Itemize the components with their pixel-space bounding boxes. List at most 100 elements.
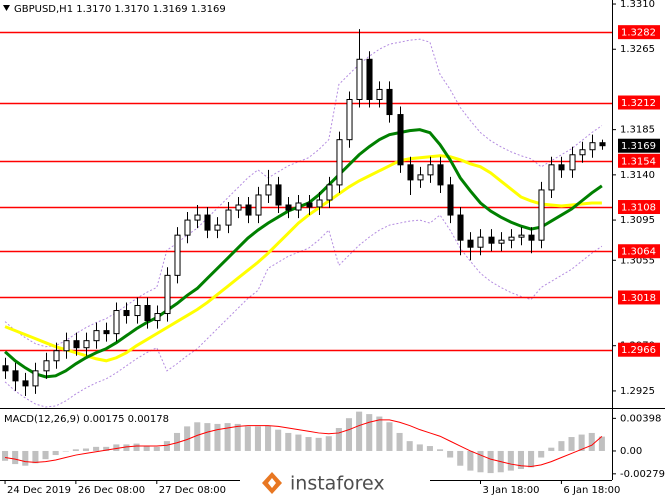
candle-body <box>457 214 464 241</box>
level-label-box <box>618 244 660 259</box>
macd-bar <box>93 446 100 451</box>
candle-body <box>356 58 363 100</box>
ma-fast <box>4 128 603 379</box>
candle-body <box>366 58 373 100</box>
macd-bar <box>558 441 565 451</box>
watermark-text: instaforex <box>290 473 385 495</box>
level-label: 1.3064 <box>621 247 656 258</box>
candle-body <box>376 88 383 100</box>
band-upper <box>4 38 603 348</box>
candle-body <box>589 142 596 151</box>
candle-body <box>184 219 191 236</box>
candle-body <box>194 214 201 221</box>
macd-bar <box>234 423 241 451</box>
macd-bar <box>224 423 231 451</box>
x-tick-label: 3 Jan 18:00 <box>482 485 539 496</box>
macd-bar <box>386 422 393 451</box>
ma-slow <box>4 154 602 363</box>
macd-bar <box>143 446 150 451</box>
candle-body <box>508 236 515 241</box>
macd-bar <box>123 444 130 451</box>
candle-body <box>22 380 29 387</box>
candle-body <box>498 239 505 244</box>
macd-bar <box>72 449 79 451</box>
candle-body <box>113 310 120 335</box>
y-tick-label: 1.3310 <box>620 0 655 10</box>
macd-bar <box>275 429 282 451</box>
level-label-box <box>618 25 660 40</box>
macd-bar <box>598 436 605 451</box>
candle-body <box>407 164 414 181</box>
x-tick-label: 27 Dec 08:00 <box>159 485 226 496</box>
macd-bar <box>265 425 272 451</box>
macd-bar <box>194 422 201 451</box>
candle-body <box>295 202 302 211</box>
macd-bar <box>133 443 140 451</box>
macd-bar <box>173 432 181 451</box>
candle-body <box>245 204 252 216</box>
last-price-box <box>618 138 660 153</box>
candle-body <box>558 164 565 171</box>
candle-body <box>275 184 282 206</box>
candle-body <box>103 330 110 335</box>
candle-body <box>53 350 60 362</box>
candle-body <box>123 310 130 317</box>
macd-bar <box>457 450 464 466</box>
watermark: instaforex <box>240 466 430 499</box>
symbol-arrow-icon <box>3 5 10 11</box>
candle-body <box>144 304 151 322</box>
level-label-box <box>618 290 660 305</box>
y-tick-label: 1.3185 <box>620 125 655 136</box>
macd-bar <box>204 423 211 451</box>
macd-bar <box>163 441 170 451</box>
candle-body <box>134 304 141 317</box>
macd-bar <box>345 418 353 451</box>
candle-body <box>154 313 161 322</box>
macd-bar <box>356 411 363 451</box>
macd-bar <box>477 450 484 473</box>
candle-body <box>93 330 100 342</box>
candle-body <box>255 194 262 216</box>
y-tick-label: -0.00279 <box>620 469 665 480</box>
candle-body <box>63 340 70 352</box>
candle-body <box>386 88 393 116</box>
macd-bar <box>82 448 90 451</box>
macd-bar <box>285 432 292 451</box>
macd-bar <box>528 450 535 468</box>
candle-body <box>538 189 545 241</box>
candle-body <box>548 164 555 191</box>
macd-bar <box>214 423 221 451</box>
level-label: 1.3282 <box>621 28 656 39</box>
macd-bar <box>588 432 595 451</box>
candle-body <box>164 274 171 315</box>
candle-body <box>346 98 353 141</box>
macd-bar <box>487 450 494 474</box>
candle-body <box>43 360 50 372</box>
macd-bar <box>517 450 524 469</box>
watermark-icon <box>262 472 282 494</box>
macd-signal <box>4 419 603 468</box>
level-label-box <box>618 95 660 110</box>
macd-bar <box>335 428 342 451</box>
macd-bar <box>62 450 69 452</box>
candle-body <box>32 370 39 387</box>
last-price-label: 1.3169 <box>621 141 656 152</box>
candle-body <box>579 149 586 156</box>
macd-bar <box>426 446 433 451</box>
macd-bar <box>568 437 575 451</box>
candle-body <box>83 340 90 349</box>
candle-body <box>488 236 495 244</box>
candle-body <box>265 184 272 196</box>
macd-bar <box>325 436 332 451</box>
level-label-box <box>618 342 660 357</box>
candle-body <box>427 164 434 176</box>
macd-bar <box>406 441 413 451</box>
level-label-box <box>618 153 660 168</box>
candle-body <box>467 239 474 248</box>
y-tick-label: 1.3265 <box>620 44 655 55</box>
candle-body <box>306 202 313 208</box>
x-tick-label: 26 Dec 08:00 <box>78 485 145 496</box>
